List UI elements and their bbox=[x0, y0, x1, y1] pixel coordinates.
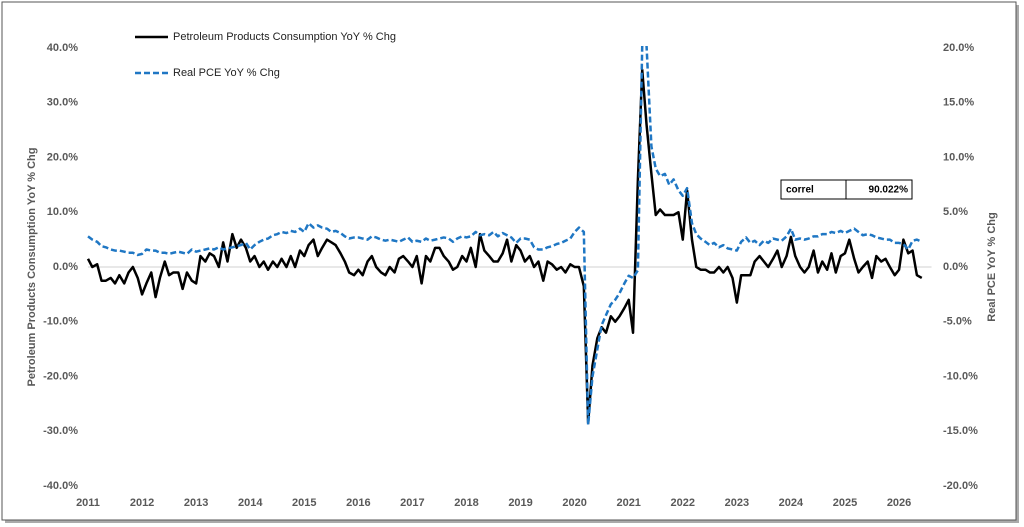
series-line bbox=[86, 68, 923, 425]
y2-tick-label: -5.0% bbox=[943, 316, 972, 328]
y-tick-label: -10.0% bbox=[43, 316, 78, 328]
y2-tick-label: -15.0% bbox=[943, 425, 978, 437]
x-tick-label: 2011 bbox=[76, 497, 100, 509]
y-tick-label: 0.0% bbox=[53, 261, 78, 273]
x-tick-label: 2018 bbox=[454, 497, 478, 509]
x-tick-label: 2022 bbox=[671, 497, 695, 509]
x-tick-label: 2015 bbox=[292, 497, 316, 509]
y2-tick-label: -10.0% bbox=[943, 370, 978, 382]
plot-area bbox=[86, 46, 923, 426]
annotation-label: correl bbox=[786, 185, 814, 196]
x-tick-label: 2019 bbox=[508, 497, 532, 509]
y2-tick-label: 0.0% bbox=[943, 261, 968, 273]
y2-tick-label: 15.0% bbox=[943, 97, 974, 109]
annotation-value: 90.022% bbox=[869, 185, 909, 196]
series-line bbox=[87, 46, 923, 426]
x-tick-label: 2024 bbox=[779, 497, 804, 509]
x-tick-label: 2017 bbox=[400, 497, 424, 509]
legend-label: Real PCE YoY % Chg bbox=[173, 67, 280, 79]
y-tick-label: -40.0% bbox=[43, 480, 78, 492]
y2-axis-label: Real PCE YoY % Chg bbox=[986, 212, 998, 321]
y-tick-label: -20.0% bbox=[43, 370, 78, 382]
y2-tick-label: 20.0% bbox=[943, 42, 974, 54]
y-tick-label: 30.0% bbox=[47, 97, 78, 109]
y-tick-label: 20.0% bbox=[47, 151, 78, 163]
x-tick-label: 2012 bbox=[130, 497, 154, 509]
y-tick-label: -30.0% bbox=[43, 425, 78, 437]
y2-tick-label: -20.0% bbox=[943, 480, 978, 492]
x-tick-label: 2020 bbox=[562, 497, 586, 509]
annotation-box: correl 90.022% bbox=[780, 179, 913, 200]
legend-label: Petroleum Products Consumption YoY % Chg bbox=[173, 31, 396, 43]
y-tick-label: 40.0% bbox=[47, 42, 78, 54]
y-tick-label: 10.0% bbox=[47, 206, 78, 218]
y2-tick-label: 10.0% bbox=[943, 151, 974, 163]
x-tick-label: 2026 bbox=[887, 497, 911, 509]
x-tick-label: 2025 bbox=[833, 497, 857, 509]
frame bbox=[1, 1, 1017, 521]
x-tick-label: 2014 bbox=[238, 497, 263, 509]
y2-tick-label: 5.0% bbox=[943, 206, 968, 218]
x-tick-label: 2013 bbox=[184, 497, 208, 509]
x-tick-label: 2021 bbox=[616, 497, 640, 509]
y-axis-label: Petroleum Products Consumption YoY % Chg bbox=[26, 148, 38, 387]
x-tick-label: 2016 bbox=[346, 497, 370, 509]
x-tick-label: 2023 bbox=[725, 497, 749, 509]
